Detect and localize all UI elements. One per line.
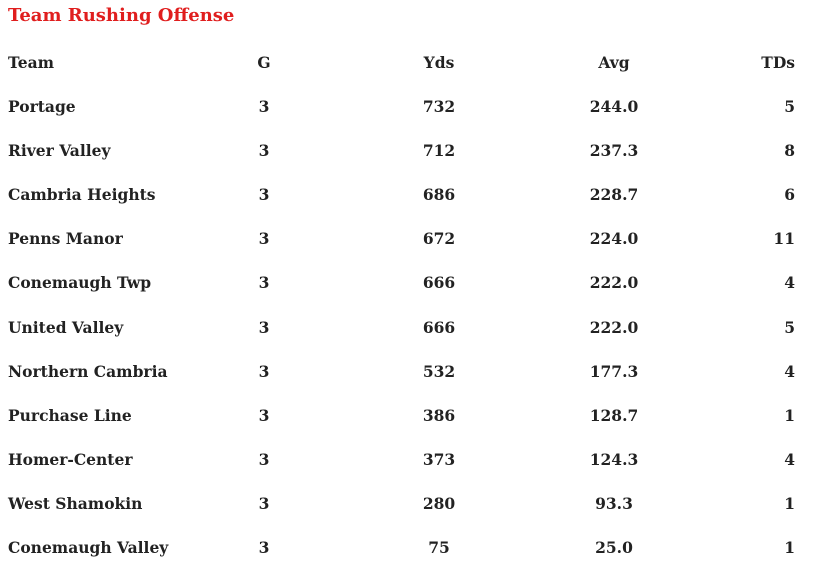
cell-yards: 732	[422, 96, 456, 116]
cell-yards: 686	[422, 184, 456, 204]
cell-team: Portage	[8, 96, 76, 116]
cell-touchdowns: 11	[773, 229, 795, 249]
table-body: Portage 3 732 244.0 5 River Valley 3 712 237.3 8 C…	[0, 84, 817, 570]
cell-team: Purchase Line	[8, 405, 132, 425]
cell-average: 177.3	[589, 361, 639, 381]
cell-team: Penns Manor	[8, 229, 123, 249]
cell-games: 3	[258, 184, 270, 204]
cell-games: 3	[258, 361, 270, 381]
cell-games: 3	[258, 140, 270, 160]
cell-touchdowns: 8	[784, 140, 795, 160]
cell-average: 124.3	[589, 450, 639, 470]
rushing-offense-table: Team G Yds Avg TDs Portage 3 732 244.0 5 Rive…	[0, 40, 817, 570]
cell-yards: 672	[422, 229, 456, 249]
cell-average: 237.3	[589, 140, 639, 160]
cell-games: 3	[258, 273, 270, 293]
header-team[interactable]: Team	[8, 52, 55, 72]
cell-team: Homer-Center	[8, 450, 133, 470]
cell-games: 3	[258, 538, 270, 558]
cell-yards: 386	[422, 405, 456, 425]
page-title: Team Rushing Offense	[8, 5, 235, 26]
cell-games: 3	[258, 494, 270, 514]
cell-team: Conemaugh Valley	[8, 538, 169, 558]
cell-yards: 373	[422, 450, 456, 470]
cell-average: 228.7	[589, 184, 639, 204]
cell-average: 244.0	[589, 96, 639, 116]
cell-average: 128.7	[589, 405, 639, 425]
table-row: River Valley 3 712 237.3 8	[0, 128, 817, 172]
table-row: Homer-Center 3 373 124.3 4	[0, 438, 817, 482]
cell-average: 25.0	[595, 538, 633, 558]
cell-touchdowns: 1	[784, 494, 795, 514]
cell-team: Cambria Heights	[8, 184, 156, 204]
table-row: Conemaugh Valley 3 75 25.0 1	[0, 526, 817, 570]
cell-average: 93.3	[595, 494, 633, 514]
cell-games: 3	[258, 229, 270, 249]
cell-touchdowns: 4	[784, 273, 795, 293]
table-header-row: Team G Yds Avg TDs	[0, 40, 817, 84]
cell-touchdowns: 1	[784, 405, 795, 425]
cell-team: West Shamokin	[8, 494, 143, 514]
table-row: Portage 3 732 244.0 5	[0, 84, 817, 128]
table-row: Northern Cambria 3 532 177.3 4	[0, 349, 817, 393]
cell-yards: 280	[422, 494, 456, 514]
cell-yards: 532	[422, 361, 456, 381]
cell-yards: 712	[422, 140, 456, 160]
header-games[interactable]: G	[257, 52, 271, 72]
cell-games: 3	[258, 405, 270, 425]
table-row: Purchase Line 3 386 128.7 1	[0, 393, 817, 437]
cell-touchdowns: 5	[784, 96, 795, 116]
cell-touchdowns: 1	[784, 538, 795, 558]
table-row: United Valley 3 666 222.0 5	[0, 305, 817, 349]
table-row: Cambria Heights 3 686 228.7 6	[0, 172, 817, 216]
cell-touchdowns: 6	[784, 184, 795, 204]
cell-team: River Valley	[8, 140, 111, 160]
cell-average: 222.0	[589, 273, 639, 293]
table-row: Conemaugh Twp 3 666 222.0 4	[0, 261, 817, 305]
cell-games: 3	[258, 450, 270, 470]
cell-touchdowns: 5	[784, 317, 795, 337]
cell-games: 3	[258, 96, 270, 116]
cell-yards: 666	[422, 317, 456, 337]
cell-games: 3	[258, 317, 270, 337]
header-touchdowns[interactable]: TDs	[761, 52, 795, 72]
cell-average: 224.0	[589, 229, 639, 249]
cell-yards: 75	[428, 538, 450, 558]
cell-team: Northern Cambria	[8, 361, 168, 381]
cell-team: United Valley	[8, 317, 124, 337]
cell-average: 222.0	[589, 317, 639, 337]
table-row: West Shamokin 3 280 93.3 1	[0, 482, 817, 526]
header-yards[interactable]: Yds	[423, 52, 455, 72]
cell-team: Conemaugh Twp	[8, 273, 152, 293]
cell-touchdowns: 4	[784, 361, 795, 381]
cell-touchdowns: 4	[784, 450, 795, 470]
cell-yards: 666	[422, 273, 456, 293]
header-average[interactable]: Avg	[598, 52, 630, 72]
table-row: Penns Manor 3 672 224.0 11	[0, 217, 817, 261]
